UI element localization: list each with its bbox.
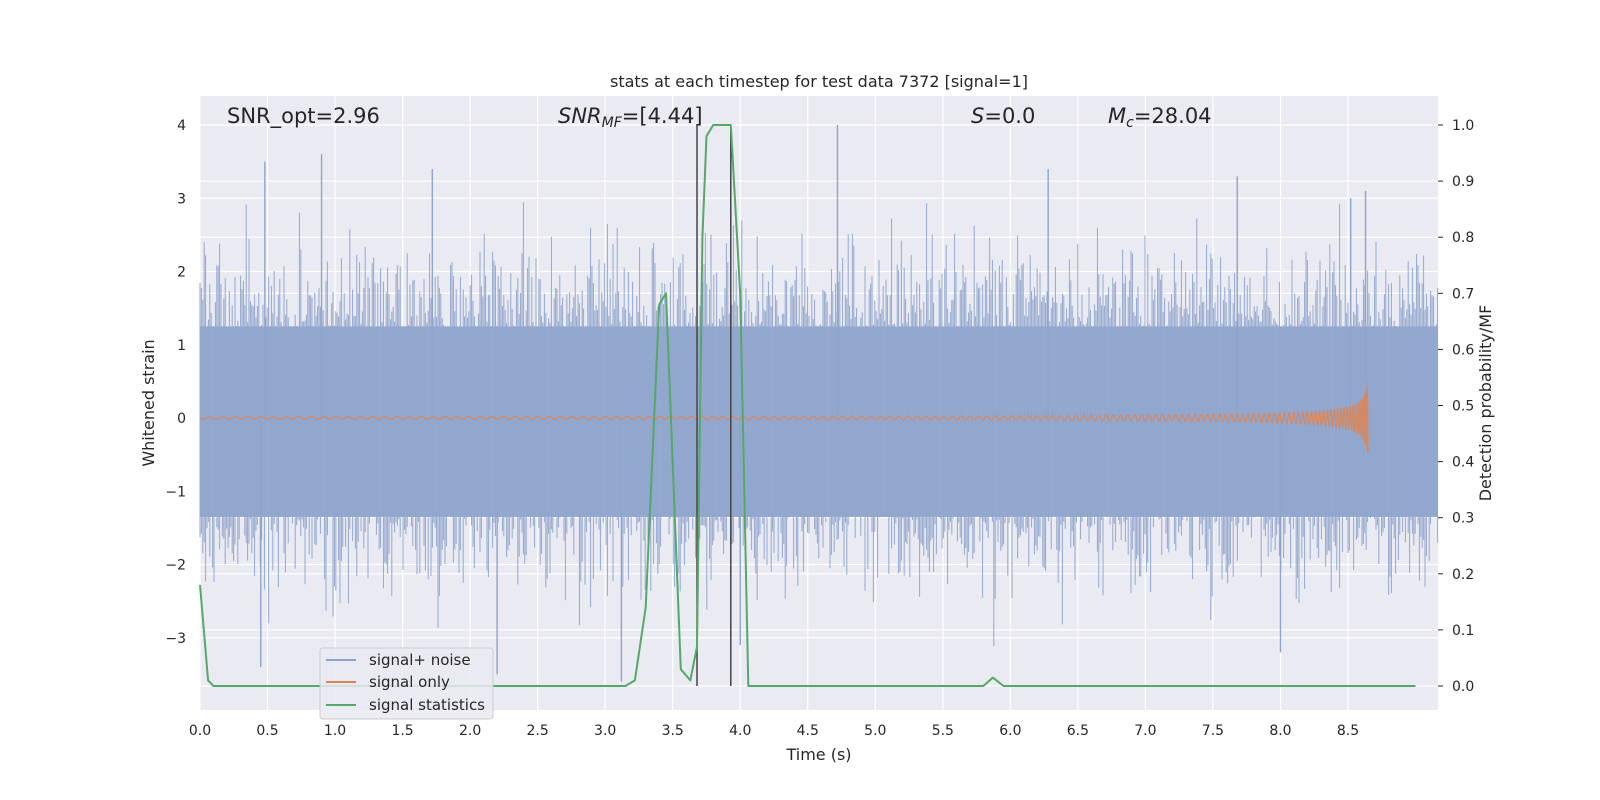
legend-label-noise: signal+ noise xyxy=(369,651,471,669)
y-tick-label: 4 xyxy=(177,118,186,134)
annotation-snr-mf-sub: MF xyxy=(602,115,623,131)
annotation-s-main: S xyxy=(971,104,984,128)
x-tick-label: 1.0 xyxy=(324,723,346,739)
y-right-tick-label: 0.8 xyxy=(1452,230,1474,246)
y-right-tick-label: 0.3 xyxy=(1452,511,1474,527)
legend-label-stats: signal statistics xyxy=(369,696,485,714)
x-tick-label: 4.5 xyxy=(797,723,819,739)
annotation-snr-mf-value: =[4.44] xyxy=(622,104,703,128)
annotation-mc-main: M xyxy=(1108,104,1126,128)
x-tick-label: 5.5 xyxy=(932,723,954,739)
x-tick-label: 2.0 xyxy=(459,723,481,739)
x-tick-label: 6.0 xyxy=(999,723,1021,739)
x-tick-label: 6.5 xyxy=(1067,723,1089,739)
y-right-tick-label: 0.0 xyxy=(1452,679,1474,695)
y-tick-label: 2 xyxy=(177,265,186,281)
legend-box xyxy=(319,647,494,720)
x-tick-label: 0.0 xyxy=(189,723,211,739)
annotation-mc-value: =28.04 xyxy=(1134,104,1212,128)
annotation-s: S=0.0 xyxy=(971,104,1035,128)
legend: signal+ noise signal only signal statist… xyxy=(319,647,494,720)
y-tick-label: −1 xyxy=(165,484,186,500)
y-tick-label: 1 xyxy=(177,338,186,354)
x-tick-label: 5.0 xyxy=(864,723,886,739)
y-right-tick-label: 0.9 xyxy=(1452,174,1474,190)
x-tick-label: 1.5 xyxy=(391,723,413,739)
annotation-mc-sub: c xyxy=(1126,115,1134,131)
y-right-tick-label: 0.2 xyxy=(1452,567,1474,583)
y-tick-label: 3 xyxy=(177,191,186,207)
y-right-tick-label: 0.6 xyxy=(1452,342,1474,358)
x-tick-label: 2.5 xyxy=(527,723,549,739)
chart-title: stats at each timestep for test data 737… xyxy=(610,72,1028,91)
y-right-tick-label: 0.1 xyxy=(1452,623,1474,639)
annotation-s-value: =0.0 xyxy=(984,104,1035,128)
x-tick-label: 8.0 xyxy=(1269,723,1291,739)
y-tick-label: −2 xyxy=(165,558,186,574)
x-tick-label: 7.5 xyxy=(1202,723,1224,739)
y-right-axis-label: Detection probability/MF xyxy=(1476,305,1495,502)
x-tick-label: 4.0 xyxy=(729,723,751,739)
signal-only-series xyxy=(199,382,1369,453)
y-right-tick-label: 0.7 xyxy=(1452,286,1474,302)
y-tick-label: −3 xyxy=(165,631,186,647)
annotation-mc: Mc=28.04 xyxy=(1108,104,1212,131)
y-right-tick-label: 0.4 xyxy=(1452,455,1474,471)
y-right-tick-label: 1.0 xyxy=(1452,118,1474,134)
signal-only-line xyxy=(199,382,1369,453)
signal-noise-series xyxy=(199,125,1439,682)
legend-label-signal: signal only xyxy=(369,673,450,691)
x-tick-label: 8.5 xyxy=(1337,723,1359,739)
y-right-tick-labels: 1.0 0.9 0.8 0.7 0.6 0.5 0.4 0.3 0.2 0.1 0.0 xyxy=(1438,118,1474,695)
x-tick-label: 0.5 xyxy=(256,723,278,739)
annotation-snr-opt: SNR_opt=2.96 xyxy=(227,104,380,129)
x-tick-labels: 0.0 0.5 1.0 1.5 2.0 2.5 3.0 3.5 4.0 4.5 5.0 5.5 6.0 6… xyxy=(189,723,1359,739)
annotation-snr-mf-main: SNR xyxy=(558,104,602,128)
y-right-tick-label: 0.5 xyxy=(1452,399,1474,415)
x-tick-label: 3.0 xyxy=(594,723,616,739)
y-tick-label: 0 xyxy=(177,411,186,427)
x-axis-label: Time (s) xyxy=(785,745,851,764)
x-tick-label: 7.0 xyxy=(1134,723,1156,739)
y-axis-label: Whitened strain xyxy=(139,339,158,466)
y-tick-labels: 4 3 2 1 0 −1 −2 −3 xyxy=(165,118,186,647)
annotation-snr-mf: SNRMF=[4.44] xyxy=(558,104,703,131)
x-tick-label: 3.5 xyxy=(662,723,684,739)
